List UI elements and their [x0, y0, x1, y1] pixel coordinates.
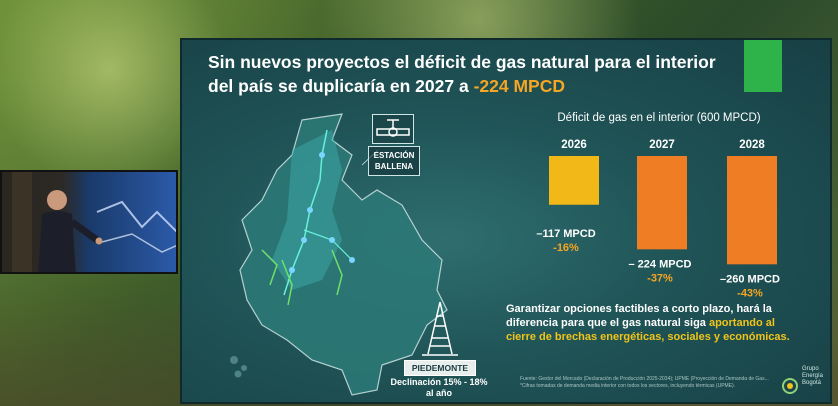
grupo-energia-bogota-logo	[782, 378, 798, 394]
piedemonte-label: PIEDEMONTE	[404, 360, 476, 376]
conclusion-text-main: Garantizar opciones factibles a corto pl…	[506, 303, 772, 329]
logo-text: Grupo Energía Bogotá	[802, 366, 823, 387]
footnote-line1: Fuente: Gestor del Mercado (Declaración …	[520, 376, 769, 382]
declination-line2: al año	[425, 388, 452, 398]
bar-percent-label: -37%	[647, 272, 673, 284]
chart-title: Déficit de gas en el interior (600 MPCD)	[557, 112, 761, 124]
bubble-icon	[234, 370, 242, 378]
deficit-bar	[637, 156, 687, 250]
conclusion-text-highlight: aportando al cierre de brechas energétic…	[506, 317, 790, 343]
logo-text-line2: Energía	[802, 373, 824, 379]
bar-category-label: 2027	[649, 139, 675, 151]
pipeline-node	[329, 237, 335, 243]
gas-field-line-3	[331, 249, 343, 296]
declination-text: Declinación 15% - 18% al año	[382, 377, 496, 399]
bubble-icon	[241, 365, 247, 371]
bubble-icon	[230, 356, 238, 364]
pipeline-node	[349, 257, 355, 263]
source-footnote: Fuente: Gestor del Mercado (Declaración …	[520, 376, 820, 390]
presenter-webcam	[0, 170, 178, 274]
presenter-figure	[12, 172, 176, 272]
slide-title-text: Sin nuevos proyectos el déficit de gas n…	[208, 52, 716, 96]
conclusion-text: Garantizar opciones factibles a corto pl…	[506, 302, 806, 344]
gas-field-line-1	[261, 249, 278, 286]
pipeline-node	[301, 237, 307, 243]
pipeline-node	[319, 152, 325, 158]
bar-percent-label: -16%	[553, 242, 579, 254]
gas-field-line-2	[281, 259, 293, 306]
station-label-line1: ESTACIÓN	[373, 151, 415, 160]
pipeline-node	[307, 207, 313, 213]
footnote-line2: *Cifras tomadas de demanda media interio…	[520, 383, 736, 389]
presentation-slide: Sin nuevos proyectos el déficit de gas n…	[180, 38, 832, 404]
deficit-bar	[549, 156, 599, 205]
gas-rig-icon	[422, 301, 458, 356]
pipeline-node	[289, 267, 295, 273]
logo-text-line3: Bogotá	[802, 380, 822, 386]
station-ballena-label: ESTACIÓN BALLENA	[368, 146, 420, 176]
station-label-line2: BALLENA	[374, 162, 414, 171]
slide-title-highlight: -224 MPCD	[473, 76, 565, 96]
colombia-map	[230, 113, 448, 396]
bar-category-label: 2028	[739, 139, 765, 151]
bar-value-label: –117 MPCD	[536, 228, 595, 240]
bar-value-label: –260 MPCD	[720, 273, 780, 285]
bar-value-label: – 224 MPCD	[629, 258, 692, 270]
logo-text-line1: Grupo	[802, 366, 819, 372]
brand-green-square	[744, 40, 782, 92]
deficit-bar	[727, 156, 777, 265]
valve-icon	[372, 114, 414, 144]
bar-category-label: 2026	[561, 139, 587, 151]
declination-line1: Declinación 15% - 18%	[390, 377, 488, 387]
slide-title: Sin nuevos proyectos el déficit de gas n…	[208, 50, 728, 98]
bar-percent-label: -43%	[737, 287, 763, 299]
deficit-bar-chart: 2026 –117 MPCD -16% 2027 – 224 MPCD -37% 2028 –…	[536, 139, 780, 299]
